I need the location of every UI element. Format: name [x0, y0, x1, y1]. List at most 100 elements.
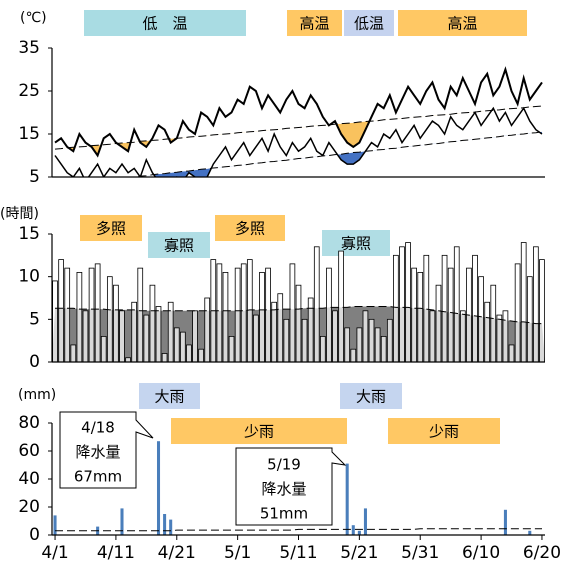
temperature-line	[54, 66, 543, 158]
period-band	[340, 383, 402, 409]
x-tick-label: 5/11	[279, 543, 317, 563]
period-band	[148, 232, 210, 258]
bar	[204, 297, 211, 363]
y-tick-label: 20	[18, 497, 40, 517]
normal-line	[55, 528, 542, 532]
period-label: 少雨	[244, 423, 274, 441]
bar	[374, 327, 381, 363]
bar	[137, 267, 144, 363]
bar	[169, 519, 173, 535]
bar	[429, 310, 436, 363]
period-band	[388, 418, 500, 444]
period-label: 少雨	[429, 423, 459, 441]
bar	[301, 318, 308, 363]
bar	[502, 310, 509, 363]
bar	[216, 263, 223, 363]
bar	[405, 242, 411, 363]
bar	[100, 335, 107, 363]
x-tick-label: 4/21	[158, 543, 196, 563]
period-band	[139, 383, 200, 409]
unit-label: (時間)	[0, 206, 39, 222]
x-tick-label: 6/20	[523, 543, 561, 563]
normal-line	[54, 105, 543, 150]
period-label: 高温	[447, 15, 477, 33]
bar	[198, 348, 204, 363]
bar	[228, 335, 235, 363]
y-tick-label: 40	[18, 469, 40, 489]
bar	[186, 344, 192, 363]
normal-line	[55, 306, 542, 325]
bar	[240, 263, 247, 363]
callout-text: 降水量	[75, 443, 120, 461]
period-band	[398, 10, 527, 36]
period-band	[80, 215, 142, 241]
bar	[490, 284, 497, 363]
period-label: 多照	[96, 220, 126, 238]
bar	[155, 306, 162, 363]
bar	[222, 271, 229, 363]
bar	[277, 293, 284, 363]
x-tick-label: 5/1	[224, 543, 251, 563]
x-tick-label: 4/1	[41, 543, 68, 563]
bar	[76, 271, 83, 363]
x-tick-label: 4/11	[97, 543, 135, 563]
bar	[163, 514, 167, 535]
bar	[161, 353, 168, 363]
bar	[351, 525, 355, 535]
callout-text: 5/19	[267, 456, 301, 474]
period-band	[287, 10, 342, 36]
callout-box	[59, 411, 154, 489]
bar	[192, 310, 198, 363]
y-tick-label: 35	[18, 38, 40, 58]
bar	[496, 314, 503, 363]
bar	[125, 357, 131, 363]
unit-label: (℃)	[20, 10, 47, 26]
bar	[53, 515, 57, 535]
bar	[503, 509, 507, 535]
bar	[120, 508, 124, 535]
callout-text: 4/18	[81, 419, 115, 437]
period-label: 寡照	[164, 237, 194, 255]
unit-label: (mm)	[18, 387, 56, 403]
y-tick-label: 5	[29, 309, 40, 329]
period-band	[344, 10, 394, 36]
bar	[338, 250, 344, 363]
bar	[253, 314, 259, 363]
period-label: 寡照	[341, 235, 371, 253]
y-tick-label: 25	[18, 81, 40, 101]
bar	[350, 348, 357, 363]
period-band	[84, 10, 246, 36]
bar	[441, 254, 448, 363]
bar	[52, 280, 58, 363]
bar	[119, 310, 125, 363]
bar	[453, 246, 460, 363]
period-label: 大雨	[154, 388, 184, 406]
temperature-line	[54, 106, 543, 177]
bar	[180, 331, 186, 363]
bar	[380, 335, 387, 363]
bar	[411, 267, 417, 363]
period-label: 多照	[235, 220, 265, 238]
plot-area	[54, 66, 543, 177]
bar	[173, 327, 180, 363]
y-tick-label: 0	[29, 352, 40, 372]
bar	[82, 310, 89, 363]
bar	[423, 254, 430, 363]
period-band	[215, 215, 285, 241]
callout-box	[235, 447, 347, 526]
bar	[526, 276, 533, 363]
bar	[265, 267, 271, 363]
bar	[478, 276, 484, 363]
bar	[246, 259, 253, 363]
callout-text: 51mm	[260, 505, 308, 523]
y-tick-label: 0	[29, 525, 40, 545]
bar	[533, 246, 539, 363]
bar	[106, 276, 113, 363]
bar	[156, 441, 161, 535]
bar	[528, 530, 532, 535]
bar	[64, 267, 71, 363]
bar	[399, 246, 405, 363]
y-tick-label: 10	[18, 267, 40, 287]
bar	[508, 344, 515, 363]
